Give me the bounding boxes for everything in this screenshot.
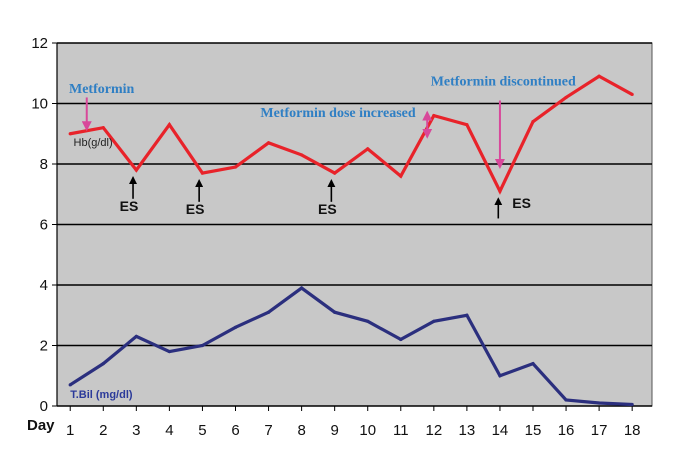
annotation-dose-increased: Metformin dose increased [260, 106, 415, 121]
data-point [68, 383, 72, 387]
x-tick-label: 17 [591, 422, 608, 439]
x-tick-label: 5 [198, 422, 206, 439]
y-tick-label: 8 [40, 156, 48, 173]
x-tick-label: 2 [99, 422, 107, 439]
x-tick-label: 6 [231, 422, 239, 439]
data-point [233, 165, 238, 169]
data-point [333, 171, 337, 175]
x-tick-label: 14 [492, 422, 509, 439]
data-point [498, 189, 502, 193]
series-label-hb: Hb(g/dl) [74, 137, 113, 149]
event-markers: ES ES ES ES [120, 176, 531, 219]
data-point [300, 153, 304, 157]
data-point [564, 398, 568, 402]
y-axis: 0 2 4 6 8 10 12 [31, 35, 58, 415]
y-tick-label: 0 [40, 398, 48, 415]
data-point [300, 286, 304, 290]
series-label-tbil: T.Bil (mg/dl) [70, 389, 133, 401]
y-tick-label: 6 [40, 217, 48, 234]
x-tick-label: 13 [459, 422, 476, 439]
x-tick-label: 9 [330, 422, 338, 439]
data-point [366, 147, 370, 151]
x-tick-label: 16 [558, 422, 575, 439]
data-point [101, 126, 105, 130]
x-tick-label: 18 [624, 422, 641, 439]
x-tick-label: 3 [132, 422, 140, 439]
data-point [399, 337, 403, 342]
data-point [266, 310, 271, 314]
data-point [101, 362, 105, 366]
data-point [432, 319, 436, 323]
data-point [564, 95, 568, 100]
y-tick-label: 12 [31, 35, 48, 52]
x-tick-label: 12 [425, 422, 442, 439]
data-point [498, 374, 502, 378]
data-point [465, 313, 469, 317]
x-tick-label: 4 [165, 422, 173, 439]
data-point [531, 120, 535, 124]
data-point [399, 174, 403, 178]
x-tick-label: 8 [297, 422, 305, 439]
es-label: ES [120, 198, 139, 214]
data-point [167, 123, 171, 127]
data-point [233, 325, 238, 329]
data-point [167, 349, 171, 354]
series-lines: Hb(g/dl) T.Bil (mg/dl) [68, 74, 634, 407]
data-point [630, 402, 634, 407]
x-axis: 1 2 3 4 5 6 7 8 9 10 11 12 13 14 15 16 17 18 [57, 405, 652, 439]
data-point [200, 171, 205, 175]
y-tick-label: 2 [40, 338, 48, 355]
x-tick-label: 15 [525, 422, 542, 439]
y-tick-label: 10 [31, 96, 48, 113]
data-point [597, 74, 601, 78]
annotations: Metformin Metformin dose increased Metform… [69, 74, 576, 170]
data-point [630, 92, 634, 97]
data-point [266, 141, 271, 145]
x-tick-label: 10 [359, 422, 376, 439]
data-point [200, 343, 205, 348]
data-point [531, 362, 535, 366]
annotation-discontinued: Metformin discontinued [431, 74, 576, 89]
es-label: ES [318, 201, 337, 217]
annotation-metformin: Metformin [69, 82, 135, 97]
data-point [333, 310, 337, 314]
data-point [432, 114, 436, 118]
data-point [134, 334, 138, 339]
data-point [366, 319, 370, 323]
data-point [134, 168, 138, 172]
data-point [68, 132, 72, 136]
x-tick-label: 7 [264, 422, 272, 439]
series-line-hb [69, 74, 633, 195]
y-tick-label: 4 [40, 277, 48, 294]
data-point [465, 123, 469, 127]
x-axis-label: Day [27, 417, 55, 434]
es-label: ES [512, 195, 531, 211]
es-label: ES [186, 201, 205, 217]
x-tick-label: 1 [66, 422, 74, 439]
x-tick-label: 11 [393, 422, 409, 439]
data-point [597, 401, 601, 405]
series-line-tbil [69, 286, 633, 407]
